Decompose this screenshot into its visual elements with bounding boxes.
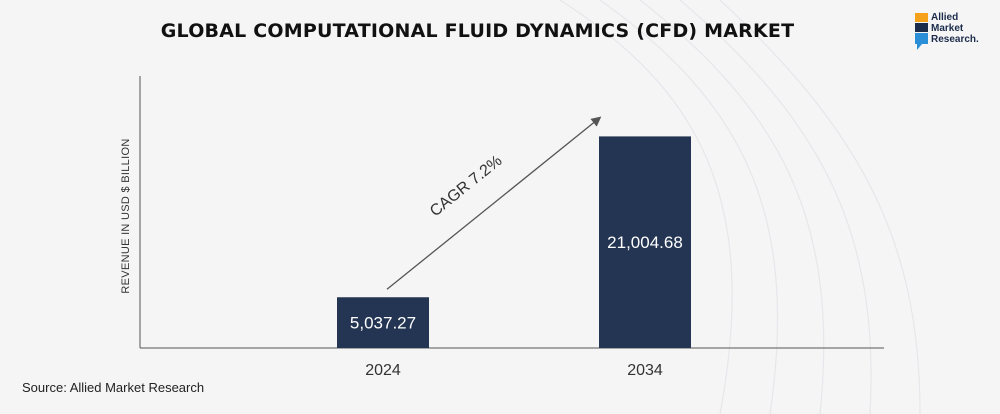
logo-text-line: Allied (931, 12, 959, 23)
x-tick-label: 2034 (627, 362, 663, 379)
logo-text-line: Market (931, 23, 964, 34)
logo-text-line: Research. (931, 34, 979, 45)
allied-market-research-logo: Allied Market Research. (913, 10, 993, 54)
logo-mark-icon (915, 13, 928, 50)
bar-2024 (337, 297, 429, 348)
bar-value-label: 5,037.27 (350, 314, 416, 333)
cagr-label: CAGR 7.2% (427, 152, 506, 220)
chart-title: GLOBAL COMPUTATIONAL FLUID DYNAMICS (CFD… (160, 20, 795, 42)
bar-value-label: 21,004.68 (607, 233, 683, 252)
cagr-arrow (386, 116, 602, 290)
source-note: Source: Allied Market Research (22, 380, 205, 395)
x-tick-label: 2024 (365, 362, 401, 379)
bar-2034 (599, 136, 691, 348)
